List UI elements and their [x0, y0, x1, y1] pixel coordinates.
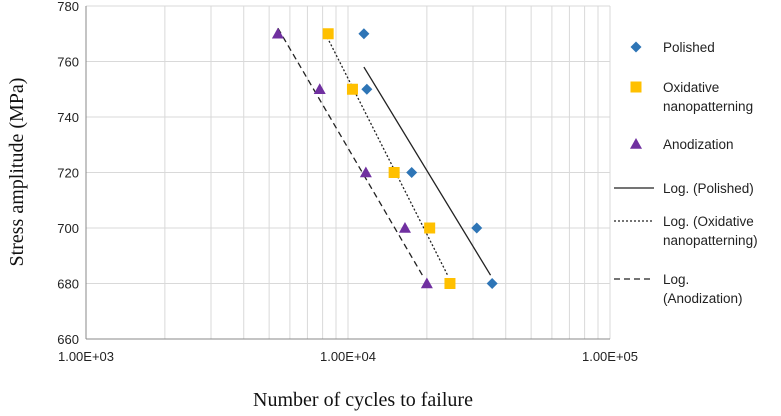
- x-axis-title: Number of cycles to failure: [253, 389, 473, 411]
- data-point: [361, 83, 373, 95]
- data-point: [420, 277, 433, 289]
- data-point: [322, 28, 334, 40]
- legend-label: Log. (Oxidative: [663, 214, 754, 229]
- x-tick-label: 1.00E+05: [582, 349, 638, 364]
- legend-marker: [630, 41, 642, 53]
- legend-label: Polished: [663, 40, 715, 55]
- legend-label: Oxidative: [663, 80, 719, 95]
- data-point: [444, 278, 456, 289]
- legend-label: nanopatterning): [663, 233, 758, 248]
- legend-label: Log.: [663, 272, 689, 287]
- data-point: [471, 222, 483, 234]
- legend-marker: [630, 138, 642, 149]
- trendline: [277, 27, 425, 279]
- data-point: [313, 83, 326, 95]
- legend: Polished Oxidative nanopatterning Anodizati…: [614, 40, 758, 306]
- data-points: [271, 27, 498, 289]
- legend-marker: [630, 81, 642, 93]
- data-point: [271, 27, 284, 39]
- x-tick-labels: 1.00E+03 1.00E+04 1.00E+05: [58, 349, 638, 364]
- y-tick-labels: 660 680 700 720 740 760 780: [57, 0, 79, 347]
- data-point: [346, 83, 358, 95]
- data-point: [398, 222, 411, 233]
- y-tick-label: 720: [57, 166, 79, 181]
- data-point: [406, 167, 418, 178]
- y-tick-label: 760: [57, 55, 79, 70]
- y-tick-label: 680: [57, 277, 79, 292]
- trendlines: [277, 27, 492, 279]
- data-point: [359, 166, 372, 178]
- legend-label: Anodization: [663, 137, 734, 152]
- data-point: [388, 167, 400, 178]
- data-point: [424, 222, 436, 234]
- trendline: [324, 33, 449, 276]
- x-tick-label: 1.00E+04: [320, 349, 376, 364]
- data-point: [358, 28, 370, 40]
- data-point: [486, 278, 498, 289]
- legend-label: (Anodization): [663, 291, 743, 306]
- y-tick-label: 780: [57, 0, 79, 14]
- legend-label: nanopatterning: [663, 99, 753, 114]
- legend-label: Log. (Polished): [663, 181, 754, 196]
- grid-lines: [85, 5, 611, 340]
- y-axis-title: Stress amplitude (MPa): [6, 78, 28, 267]
- y-tick-label: 740: [57, 110, 79, 125]
- y-tick-label: 660: [57, 332, 79, 347]
- x-tick-label: 1.00E+03: [58, 349, 114, 364]
- plot-axes: [85, 6, 610, 340]
- trendline: [363, 66, 492, 276]
- y-tick-label: 700: [57, 221, 79, 236]
